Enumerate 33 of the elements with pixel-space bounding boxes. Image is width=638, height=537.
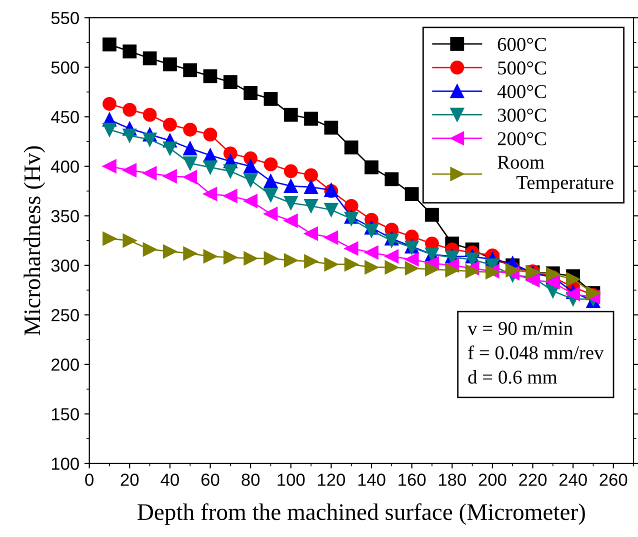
y-tick-label: 150	[52, 408, 79, 420]
legend-label: 500°C	[498, 61, 546, 75]
legend-label: 200°C	[498, 132, 546, 146]
x-axis-title: Depth from the machined surface (Micrometer)	[138, 503, 585, 525]
legend-label: 400°C	[497, 85, 546, 98]
x-tick-label: 220	[519, 474, 547, 486]
legend-label: Room Temperature	[498, 156, 614, 194]
x-tick-label: 260	[600, 474, 628, 486]
legend-label: 600°C	[498, 38, 546, 51]
y-tick-label: 250	[52, 309, 79, 322]
x-tick-label: 200	[478, 474, 506, 486]
y-tick-label: 400	[51, 160, 79, 173]
y-tick-label: 300	[51, 260, 79, 272]
x-tick-label: 100	[278, 474, 305, 486]
y-tick-label: 350	[51, 210, 79, 222]
x-tick-label: 60	[201, 474, 220, 486]
x-tick-label: 80	[242, 474, 260, 486]
x-tick-label: 120	[318, 474, 345, 486]
x-tick-label: 140	[358, 474, 386, 486]
legend-label: 300°C	[498, 108, 546, 122]
y-tick-label: 450	[51, 110, 79, 124]
y-tick-label: 500	[51, 61, 79, 74]
y-tick-label: 200	[52, 358, 79, 371]
x-tick-label: 0	[85, 474, 94, 486]
y-tick-label: 100	[52, 458, 79, 470]
x-tick-label: 180	[438, 474, 466, 486]
x-tick-label: 20	[120, 474, 139, 486]
x-tick-label: 240	[559, 474, 587, 486]
y-axis-title: Microhardness (Hv)	[24, 146, 46, 336]
y-tick-label: 550	[51, 12, 79, 24]
annotation: v = 90 m/min f = 0.048 mm/rev d = 0.6 mm	[468, 322, 604, 384]
x-tick-label: 40	[160, 474, 179, 486]
x-tick-label: 160	[398, 474, 426, 486]
